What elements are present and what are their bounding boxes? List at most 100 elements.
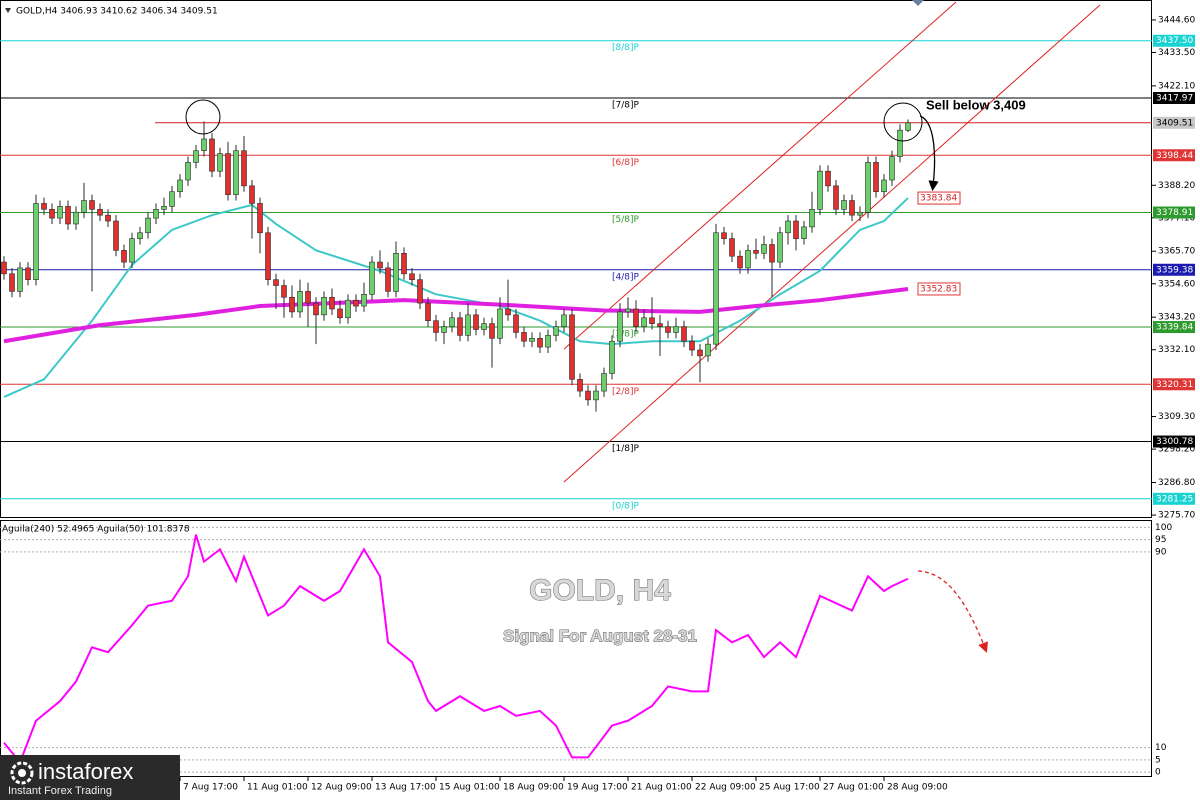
price-label: 3281.25 bbox=[1156, 494, 1193, 504]
y-tick-label: 3433.50 bbox=[1158, 48, 1195, 58]
candle-body bbox=[33, 203, 39, 280]
candle-body bbox=[345, 299, 351, 319]
murray-level-name: [7/8]P bbox=[612, 101, 640, 111]
candle-body bbox=[705, 343, 711, 357]
y-tick-label: 3444.60 bbox=[1158, 15, 1195, 25]
oscillator-panel: 100 95 90 10 5 0 Aguila(240) 52.4965 Aguila(50… bbox=[0, 523, 1172, 778]
x-tick-label: 27 Aug 01:00 bbox=[823, 783, 884, 793]
candle-body bbox=[201, 138, 207, 151]
candle-body bbox=[769, 244, 775, 263]
candle-body bbox=[321, 296, 327, 316]
candle-body bbox=[129, 238, 135, 263]
candle-body bbox=[385, 267, 391, 292]
symbol-dropdown-icon bbox=[5, 8, 11, 13]
price-label-box bbox=[1153, 149, 1195, 162]
candle-body bbox=[1, 261, 7, 275]
y-tick-label: 3388.20 bbox=[1158, 181, 1195, 191]
oscillator-line bbox=[3, 534, 909, 765]
logo-icon-center bbox=[18, 769, 26, 777]
x-tick-label: 15 Aug 01:00 bbox=[439, 783, 500, 793]
x-tick-label: 18 Aug 09:00 bbox=[503, 783, 564, 793]
y-tick-label: 3286.80 bbox=[1158, 478, 1195, 488]
x-tick-label: 13 Aug 17:00 bbox=[375, 783, 436, 793]
murray-level-name: [6/8]P bbox=[612, 158, 640, 168]
candle-body bbox=[249, 185, 255, 204]
candle-body bbox=[409, 273, 415, 280]
main-panel-frame bbox=[0, 0, 1152, 518]
candle-body bbox=[153, 209, 159, 219]
price-label: 3437.50 bbox=[1156, 36, 1193, 46]
logo-tagline: Instant Forex Trading bbox=[8, 785, 112, 797]
oscillator-panel-frame bbox=[0, 520, 1152, 777]
price-label: 3339.84 bbox=[1156, 323, 1193, 333]
candle-body bbox=[537, 337, 543, 348]
candle-body bbox=[489, 323, 495, 339]
ma-value-box bbox=[917, 191, 961, 205]
candle-body bbox=[801, 226, 807, 239]
candle-body bbox=[145, 217, 151, 234]
y-tick-label: 0 bbox=[1155, 768, 1161, 778]
candle-body bbox=[193, 150, 199, 163]
price-label: 3417.97 bbox=[1156, 94, 1193, 104]
candle-body bbox=[729, 238, 735, 257]
candle-body bbox=[857, 211, 863, 216]
candle-body bbox=[641, 317, 647, 327]
candle-body bbox=[521, 332, 527, 342]
candle-body bbox=[273, 279, 279, 286]
x-tick-label: 7 Aug 17:00 bbox=[183, 783, 238, 793]
candle-body bbox=[553, 326, 559, 336]
candle-body bbox=[881, 179, 887, 193]
price-label-box bbox=[1153, 435, 1195, 448]
candle-body bbox=[433, 320, 439, 333]
ma-value-label: 3383.84 bbox=[920, 194, 957, 204]
candle-body bbox=[721, 232, 727, 239]
candle-body bbox=[577, 379, 583, 392]
y-tick-label: 3309.30 bbox=[1158, 412, 1195, 422]
murray-level-name: [8/8]P bbox=[612, 43, 640, 53]
candle-body bbox=[481, 323, 487, 330]
y-tick-label: 100 bbox=[1155, 523, 1172, 533]
logo-name: instaforex bbox=[38, 759, 133, 784]
candle-body bbox=[113, 220, 119, 251]
price-label-box bbox=[1153, 206, 1195, 219]
candle-body bbox=[57, 206, 63, 219]
candle-body bbox=[673, 326, 679, 333]
y-tick-label: 90 bbox=[1155, 547, 1167, 557]
candle-body bbox=[457, 317, 463, 336]
y-tick-label: 3365.70 bbox=[1158, 247, 1195, 257]
price-label: 3398.44 bbox=[1156, 151, 1193, 161]
candle-body bbox=[233, 150, 239, 195]
candle-body bbox=[681, 326, 687, 342]
indicator-header: Aguila(240) 52.4965 Aguila(50) 101.8378 bbox=[2, 525, 190, 535]
candle-body bbox=[633, 308, 639, 327]
candle-body bbox=[697, 349, 703, 357]
chart-header: GOLD,H4 3406.93 3410.62 3406.34 3409.51 bbox=[16, 7, 218, 17]
y-tick-label: 10 bbox=[1155, 743, 1167, 753]
candle-body bbox=[209, 138, 215, 172]
candle-body bbox=[185, 162, 191, 181]
candle-body bbox=[841, 200, 847, 210]
candle-body bbox=[793, 220, 799, 239]
candle-body bbox=[473, 314, 479, 330]
x-tick-label: 11 Aug 01:00 bbox=[247, 783, 308, 793]
candle-body bbox=[297, 291, 303, 313]
candle-body bbox=[561, 314, 567, 327]
candle-body bbox=[617, 311, 623, 342]
murray-level-name: [0/8]P bbox=[612, 501, 640, 511]
candle-body bbox=[665, 326, 671, 333]
candle-body bbox=[377, 261, 383, 269]
candle-body bbox=[393, 252, 399, 292]
candle-body bbox=[313, 302, 319, 316]
price-label-box bbox=[1153, 321, 1195, 334]
sell-arrow bbox=[919, 115, 939, 192]
x-tick-label: 19 Aug 17:00 bbox=[567, 783, 628, 793]
candle-body bbox=[873, 162, 879, 193]
channel-line bbox=[563, 1, 957, 350]
logo: instaforex Instant Forex Trading bbox=[0, 755, 180, 800]
murray-level-name: [4/8]P bbox=[612, 272, 640, 282]
y-tick-label: 3422.10 bbox=[1158, 81, 1195, 91]
candle-body bbox=[177, 179, 183, 193]
candle-body bbox=[849, 200, 855, 216]
candle-body bbox=[817, 170, 823, 210]
